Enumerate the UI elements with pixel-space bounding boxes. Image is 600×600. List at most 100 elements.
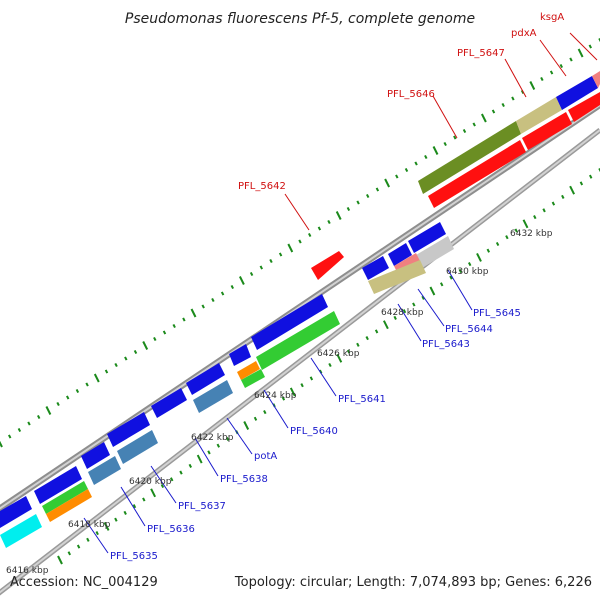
gene-feature-pfl5637[interactable] — [107, 412, 150, 447]
label-pfl5643[interactable]: PFL_5643 — [422, 339, 470, 350]
backbone-upper-highlight — [0, 104, 600, 510]
scale-tick — [298, 239, 302, 244]
gene-feature-pota[interactable] — [186, 363, 225, 395]
scale-tick — [501, 102, 505, 108]
gene-feature-pfl5638[interactable] — [151, 388, 187, 418]
scale-tick — [153, 336, 157, 342]
scale-tick — [328, 362, 332, 368]
scale-tick — [114, 362, 118, 368]
label-pfl5637[interactable]: PFL_5637 — [178, 501, 226, 512]
label-pfl5642[interactable]: PFL_5642 — [238, 181, 286, 192]
scale-tick — [598, 38, 600, 43]
gene-feature-pfl5637-steel[interactable] — [117, 430, 158, 464]
scale-tick — [259, 265, 263, 270]
scale-tick — [132, 504, 137, 509]
gene-feature-pfl5640-green[interactable] — [241, 369, 265, 388]
gene-feature-red-1[interactable] — [428, 140, 526, 208]
gene-feature-pfl5640-orange[interactable] — [237, 361, 260, 380]
gene-feature-pfl5645-gray[interactable] — [416, 236, 454, 268]
gene-feature-pfl5646[interactable] — [418, 121, 521, 194]
gene-feature-pdxa[interactable] — [556, 76, 598, 110]
scale-tick — [220, 291, 225, 296]
label-pfl5646[interactable]: PFL_5646 — [387, 89, 435, 100]
scale-tick — [239, 276, 245, 285]
scale-tick — [569, 57, 573, 62]
scale-tick — [486, 248, 490, 253]
scale-tick — [133, 349, 138, 355]
gene-feature-pfl5642[interactable] — [311, 251, 344, 280]
scale-tick — [429, 286, 436, 296]
scale-tick — [440, 282, 444, 287]
scale-tick — [278, 252, 283, 257]
gene-feature-pfl5635-green[interactable] — [42, 481, 88, 514]
scale-tick — [216, 443, 220, 448]
gene-feature-left-cyan[interactable] — [0, 514, 42, 548]
gene-feature-red-3[interactable] — [568, 92, 600, 122]
scale-tick — [432, 146, 439, 155]
scale-label-6422: 6422 kbp — [191, 433, 234, 443]
scale-tick — [75, 388, 80, 394]
gene-feature-ksga[interactable] — [592, 71, 600, 88]
scale-tick — [393, 315, 397, 320]
scale-tick — [170, 477, 174, 482]
label-pfl5638[interactable]: PFL_5638 — [220, 474, 268, 485]
scale-tick — [253, 416, 258, 421]
scale-tick — [287, 243, 294, 253]
label-pdxa[interactable]: pdxA — [511, 28, 537, 39]
scale-label-6430: 6430 kbp — [446, 267, 489, 277]
scale-tick — [383, 320, 389, 330]
scale-tick — [124, 356, 128, 361]
label-pfl5647[interactable]: PFL_5647 — [457, 48, 505, 59]
label-pfl5644[interactable]: PFL_5644 — [445, 324, 493, 335]
gene-feature-pfl5643-khaki[interactable] — [368, 260, 426, 294]
genome-summary-text: Topology: circular; Length: 7,074,893 bp… — [234, 575, 592, 590]
gene-feature-pfl5644[interactable] — [388, 243, 412, 266]
scale-tick — [207, 450, 211, 455]
scale-tick — [142, 341, 149, 350]
label-pfl5635[interactable]: PFL_5635 — [110, 551, 158, 562]
scale-tick — [182, 317, 186, 322]
scale-tick — [458, 268, 462, 273]
scale-tick — [366, 193, 370, 199]
scale-tick — [579, 181, 584, 186]
scale-tick — [495, 241, 500, 247]
scale-label-6420: 6420 kbp — [129, 477, 172, 487]
gene-feature-pfl5635[interactable] — [34, 466, 82, 504]
gene-feature-pota-steel[interactable] — [193, 380, 233, 413]
label-pfl5640[interactable]: PFL_5640 — [290, 426, 338, 437]
gene-feature-left-blue[interactable] — [0, 496, 32, 528]
gene-feature-pfl5636-steel[interactable] — [88, 456, 121, 485]
scale-label-6428: 6428 kbp — [381, 308, 424, 318]
scale-tick — [472, 122, 476, 127]
gene-feature-pfl5641-green[interactable] — [256, 311, 340, 370]
gene-feature-pfl5647[interactable] — [516, 97, 562, 134]
gene-feature-pfl5641[interactable] — [251, 294, 328, 350]
scale-tick — [569, 185, 575, 195]
accession-text: Accession: NC_004129 — [10, 575, 158, 590]
label-pota[interactable]: potA — [254, 451, 277, 462]
label-pfl5636[interactable]: PFL_5636 — [147, 524, 195, 535]
leader-lines — [83, 32, 598, 554]
gene-feature-pfl5640[interactable] — [229, 344, 251, 366]
scale-tick — [395, 174, 399, 179]
gene-feature-pfl5635-orange[interactable] — [46, 489, 92, 522]
gene-feature-red-2[interactable] — [522, 112, 572, 150]
scale-tick — [269, 258, 273, 264]
scale-tick — [190, 308, 197, 318]
gene-feature-pfl5645[interactable] — [408, 222, 446, 253]
gene-feature-pfl5636[interactable] — [81, 442, 110, 469]
label-pfl5641[interactable]: PFL_5641 — [338, 394, 386, 405]
label-pfl5645[interactable]: PFL_5645 — [473, 308, 521, 319]
scale-tick — [86, 537, 90, 542]
scale-tick — [103, 521, 110, 531]
scale-tick — [443, 141, 447, 147]
scale-tick — [67, 551, 71, 556]
label-ksga[interactable]: ksgA — [540, 12, 564, 23]
scale-tick — [57, 555, 63, 565]
gene-feature-pfl5643[interactable] — [362, 256, 389, 280]
scale-tick — [123, 510, 127, 515]
scale-tick — [172, 323, 176, 329]
scale-tick — [511, 96, 515, 101]
scale-tick — [481, 113, 487, 123]
